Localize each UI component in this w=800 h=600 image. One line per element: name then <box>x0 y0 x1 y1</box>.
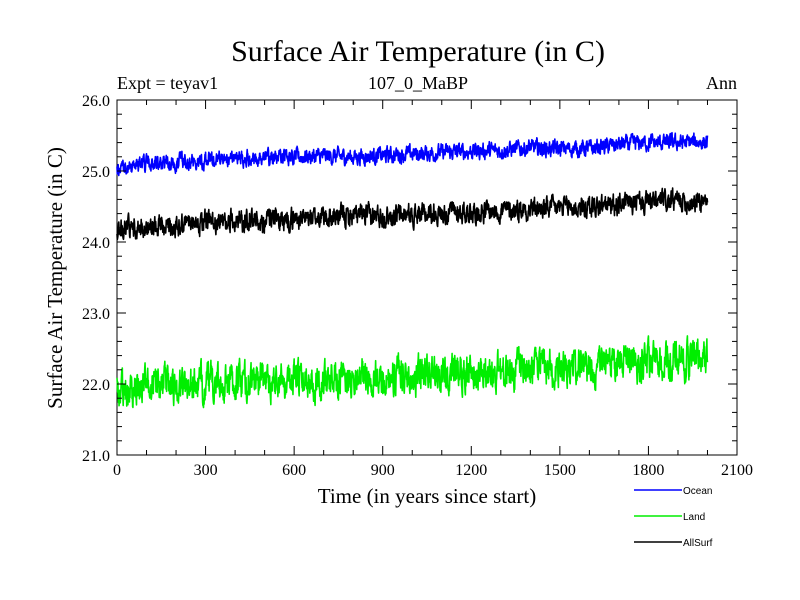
x-axis-label: Time (in years since start) <box>318 484 537 508</box>
legend-label-ocean: Ocean <box>683 486 712 497</box>
x-tick-label: 0 <box>113 462 121 479</box>
y-tick-label: 23.0 <box>82 306 110 323</box>
series-line-land <box>116 335 709 409</box>
x-tick-label: 1500 <box>544 462 576 479</box>
x-tick-label: 1800 <box>632 462 664 479</box>
y-tick-label: 24.0 <box>82 235 110 252</box>
y-tick-label: 25.0 <box>82 164 110 181</box>
series-line-ocean <box>116 131 709 177</box>
chart-subtitle: 107_0_MaBP <box>368 73 468 93</box>
plot-frame <box>116 99 738 456</box>
tick-label-layer: 0 300 600 900 1200 1500 1800 2100 21.0 22.0 23.0 24… <box>82 93 753 479</box>
legend-label-land: Land <box>683 512 705 523</box>
y-tick-label: 21.0 <box>82 448 110 465</box>
season-label: Ann <box>706 73 737 93</box>
legend: Ocean Land AllSurf <box>634 486 713 549</box>
series-layer <box>116 131 709 409</box>
y-tick-label: 26.0 <box>82 93 110 110</box>
x-tick-label: 900 <box>371 462 395 479</box>
x-tick-label: 600 <box>282 462 306 479</box>
chart-title: Surface Air Temperature (in C) <box>231 35 605 68</box>
x-tick-label: 2100 <box>721 462 753 479</box>
tick-layer <box>116 99 738 456</box>
experiment-label: Expt = teyav1 <box>117 73 218 93</box>
legend-label-allsurf: AllSurf <box>683 538 713 549</box>
y-axis-label: Surface Air Temperature (in C) <box>43 147 67 409</box>
x-tick-label: 1200 <box>455 462 487 479</box>
x-tick-label: 300 <box>194 462 218 479</box>
y-tick-label: 22.0 <box>82 377 110 394</box>
series-line-allsurf <box>116 187 709 241</box>
